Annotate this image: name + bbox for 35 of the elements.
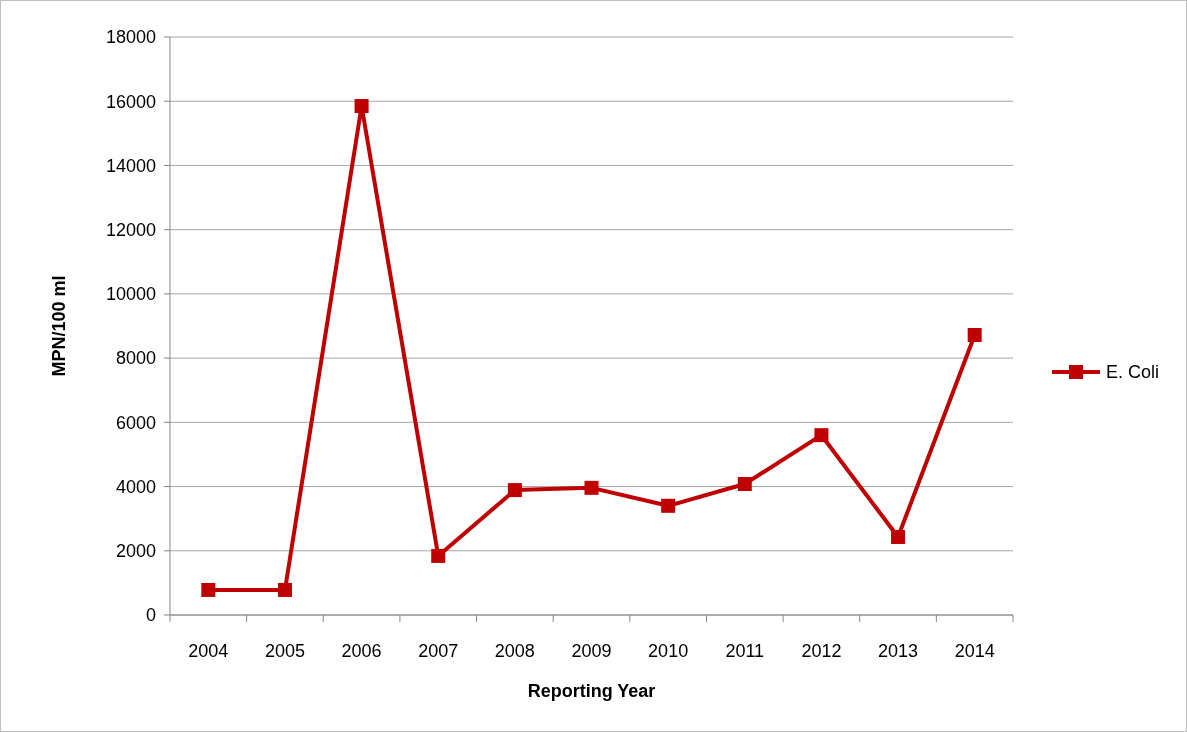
y-tick-label: 4000 bbox=[115, 476, 156, 497]
point bbox=[967, 327, 982, 342]
y-tick-label: 8000 bbox=[115, 348, 156, 369]
point bbox=[507, 483, 522, 498]
y-tick-label: 14000 bbox=[105, 155, 156, 176]
point bbox=[431, 548, 446, 563]
legend-label: E. Coli bbox=[1106, 362, 1160, 383]
x-tick-label: 2012 bbox=[801, 641, 842, 661]
x-tick-label: 2011 bbox=[725, 641, 765, 661]
point bbox=[814, 428, 829, 443]
x-tick-label: 2006 bbox=[341, 641, 382, 661]
point bbox=[584, 480, 599, 495]
point bbox=[661, 498, 676, 513]
y-tick-label: 10000 bbox=[105, 284, 156, 305]
x-tick-label: 2010 bbox=[648, 641, 689, 661]
point bbox=[277, 582, 292, 597]
point bbox=[891, 529, 906, 544]
x-axis-title: Reporting Year bbox=[527, 681, 656, 701]
y-axis-title: MPN/100 ml bbox=[49, 275, 69, 377]
y-tick-label: 12000 bbox=[105, 219, 156, 240]
x-tick-label: 2005 bbox=[264, 641, 305, 661]
y-tick-label: 18000 bbox=[105, 27, 156, 48]
y-tick-label: 16000 bbox=[105, 91, 156, 112]
x-tick-label: 2008 bbox=[494, 641, 535, 661]
y-tick-label: 2000 bbox=[115, 541, 156, 562]
y-tick-label: 0 bbox=[145, 605, 156, 626]
point bbox=[354, 99, 369, 114]
y-tick-label: 6000 bbox=[115, 412, 156, 433]
x-tick-label: 2014 bbox=[954, 641, 995, 661]
point bbox=[201, 582, 216, 597]
x-tick-label: 2004 bbox=[188, 641, 229, 661]
point bbox=[737, 476, 752, 491]
x-tick-label: 2007 bbox=[418, 641, 459, 661]
x-tick-label: 2009 bbox=[571, 641, 612, 661]
x-tick-label: 2013 bbox=[878, 641, 919, 661]
